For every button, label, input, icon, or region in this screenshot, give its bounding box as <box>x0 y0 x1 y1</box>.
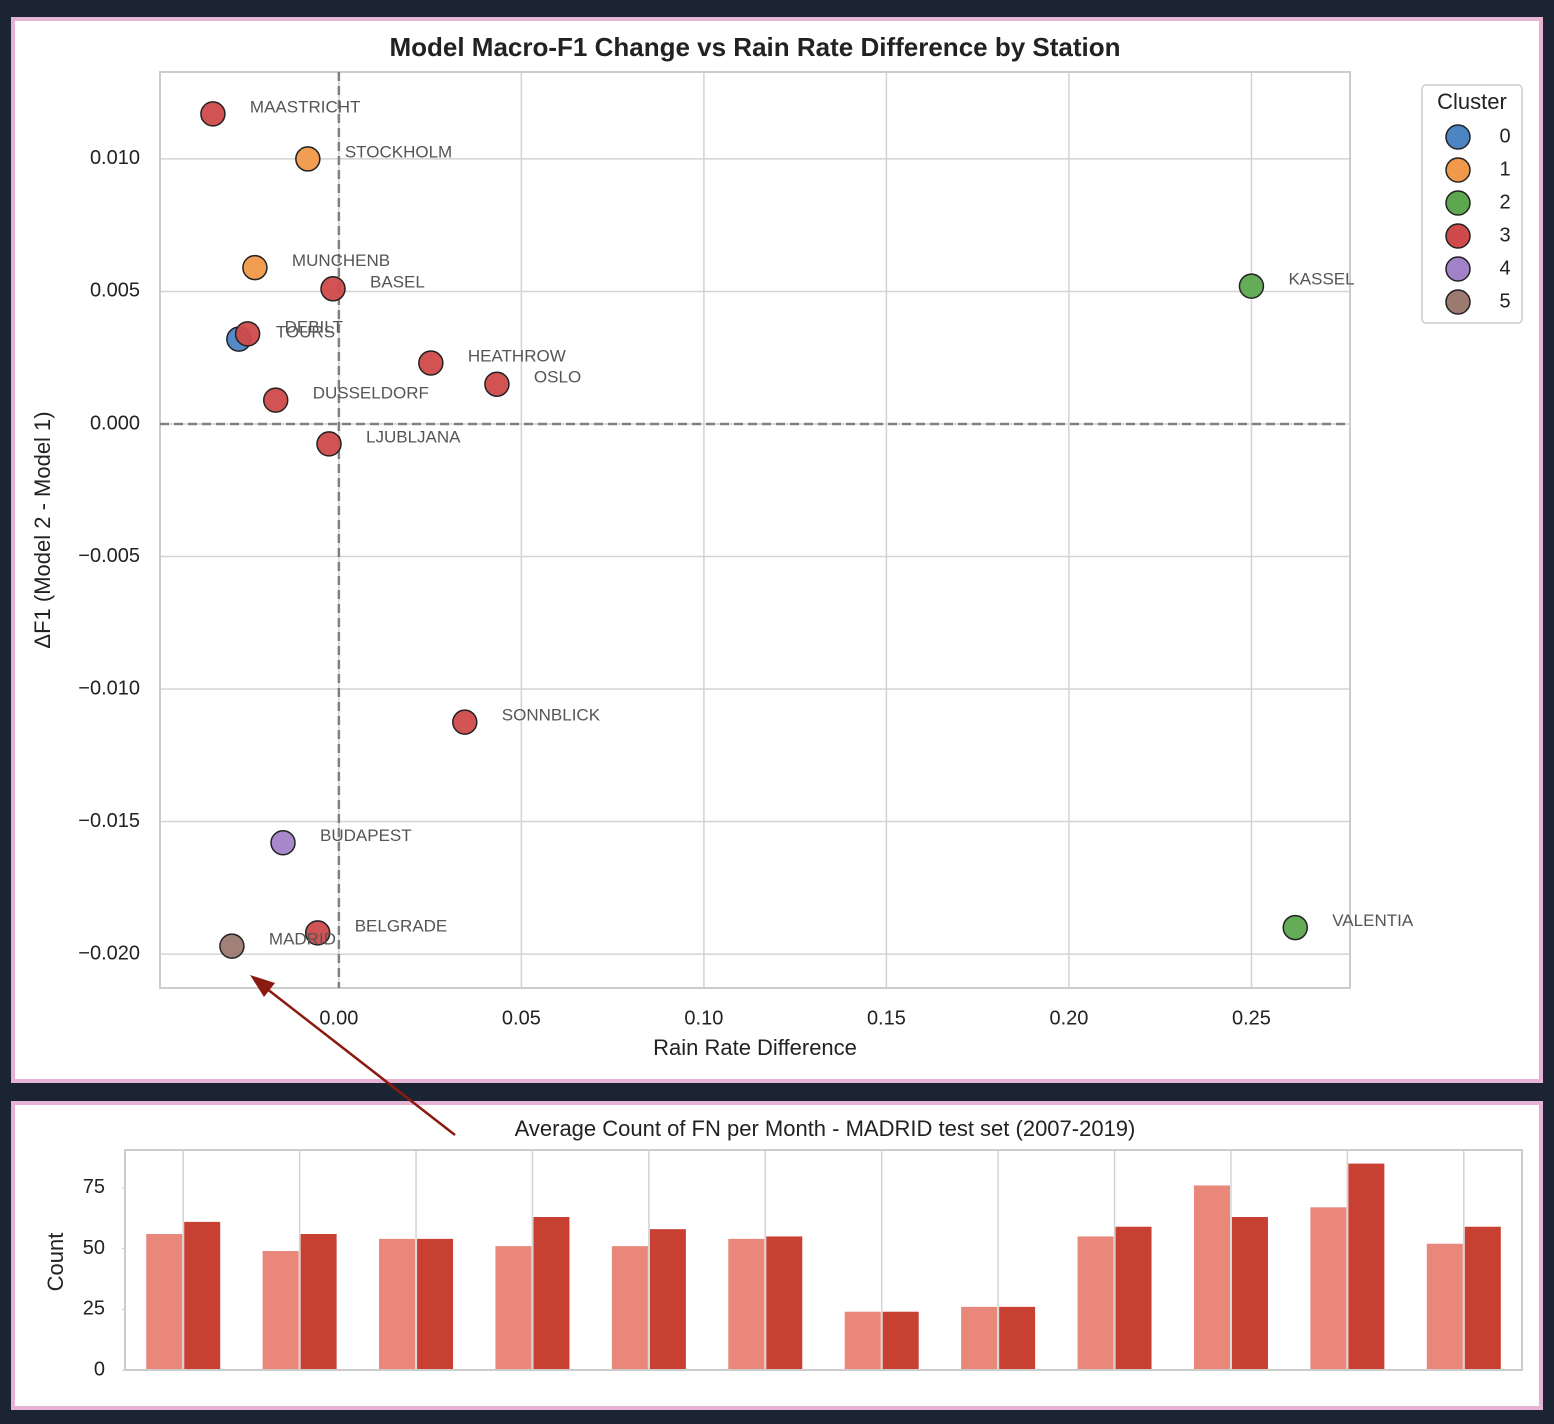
x-tick-label: 0.10 <box>684 1007 723 1029</box>
bar <box>495 1246 532 1370</box>
arrow-line <box>261 984 456 1136</box>
legend-label: 5 <box>1499 290 1510 312</box>
point-label: OSLO <box>534 368 581 387</box>
point <box>316 431 342 457</box>
bar-chart: 0 25 50 75 Average Count of FN per Month - M… <box>43 1116 1523 1424</box>
point <box>304 920 331 946</box>
scatter-chart: 0.00 0.05 0.10 0.15 0.20 0.25 0.010 0.005 0.000 −… <box>30 32 1523 1060</box>
bar <box>146 1234 183 1370</box>
arrow-head <box>250 975 275 997</box>
legend-marker <box>1445 289 1471 315</box>
y-axis-label: Count <box>43 1233 68 1292</box>
point-label: MUNCHENB <box>292 251 390 270</box>
point <box>1238 273 1265 299</box>
y-tick-label: 0.005 <box>90 280 140 302</box>
point-label: VALENTIA <box>1332 911 1414 930</box>
bar <box>533 1217 570 1370</box>
point-label: MAASTRICHT <box>250 97 361 116</box>
y-tick-label: −0.010 <box>78 677 140 699</box>
point <box>242 254 268 281</box>
bar <box>1464 1226 1501 1370</box>
bar <box>1193 1185 1230 1370</box>
bar <box>649 1229 686 1370</box>
legend-marker <box>1445 256 1471 282</box>
bar <box>417 1238 454 1370</box>
bar <box>844 1311 881 1370</box>
chart-title: Model Macro-F1 Change vs Rain Rate Diffe… <box>389 32 1120 62</box>
y-tick-label: 0.000 <box>90 412 140 434</box>
bar <box>1348 1163 1385 1370</box>
top-panel <box>11 17 1543 1083</box>
plot-frame <box>124 1149 1523 1371</box>
y-tick-label: −0.005 <box>78 545 140 567</box>
y-axis-label: ΔF1 (Model 2 - Model 1) <box>30 411 55 648</box>
bar <box>999 1306 1036 1370</box>
legend-marker <box>1445 190 1471 216</box>
x-tick-label: 0.05 <box>502 1007 541 1029</box>
point <box>219 933 245 959</box>
point <box>270 830 296 856</box>
bar <box>882 1311 919 1370</box>
bar <box>1115 1226 1152 1370</box>
y-tick-label: 0.010 <box>90 147 140 169</box>
point-label: KASSEL <box>1288 270 1354 289</box>
legend-label: 3 <box>1499 224 1510 246</box>
point <box>1282 914 1308 941</box>
point <box>320 276 346 302</box>
point-label: MADRID <box>269 930 336 949</box>
bar <box>262 1251 299 1370</box>
point-label: DEBILT <box>285 317 343 336</box>
x-axis-label: Rain Rate Difference <box>653 1035 857 1060</box>
point-label: HEATHROW <box>468 347 566 366</box>
y-tick-label: 25 <box>83 1298 105 1320</box>
bar <box>961 1306 998 1370</box>
bar <box>1310 1207 1347 1370</box>
y-tick-label: 50 <box>83 1237 105 1259</box>
point <box>234 321 261 347</box>
point <box>262 387 289 413</box>
bar <box>728 1238 765 1370</box>
point <box>200 101 226 127</box>
point-label: BUDAPEST <box>320 826 412 845</box>
point <box>295 146 321 172</box>
point <box>452 709 478 735</box>
y-tick-label: −0.020 <box>78 942 140 964</box>
legend-marker <box>1445 223 1471 249</box>
clipped-title: Average Count of FN per Month - MADRID t… <box>515 1406 1136 1424</box>
point-label: TOURS <box>276 323 335 342</box>
point-label: DUSSELDORF <box>313 384 429 403</box>
point <box>418 350 444 376</box>
legend-label: 0 <box>1499 125 1510 147</box>
bar <box>1077 1236 1114 1370</box>
point-label: LJUBLJANA <box>366 427 461 446</box>
legend-marker <box>1445 157 1471 183</box>
x-tick-label: 0.00 <box>319 1007 358 1029</box>
bar <box>379 1238 416 1370</box>
legend-title: Cluster <box>1437 89 1507 114</box>
plot-frame <box>159 71 1351 989</box>
y-tick-label: 0 <box>94 1358 105 1380</box>
bar <box>184 1221 221 1370</box>
y-tick-label: −0.015 <box>78 810 140 832</box>
point-label: STOCKHOLM <box>345 142 452 161</box>
bar <box>1231 1217 1268 1370</box>
chart-title: Average Count of FN per Month - MADRID t… <box>515 1116 1136 1141</box>
point-label: SONNBLICK <box>502 706 601 725</box>
legend-label: 4 <box>1499 257 1510 279</box>
bar <box>300 1234 337 1370</box>
point-label: BASEL <box>370 272 425 291</box>
bar <box>611 1246 648 1370</box>
legend-label: 2 <box>1499 191 1510 213</box>
legend-label: 1 <box>1499 158 1510 180</box>
bar <box>766 1236 803 1370</box>
point-label: BELGRADE <box>355 916 448 935</box>
point <box>484 371 510 397</box>
x-tick-label: 0.25 <box>1232 1007 1271 1029</box>
legend-marker <box>1445 124 1471 150</box>
x-tick-label: 0.20 <box>1049 1007 1088 1029</box>
y-tick-label: 75 <box>83 1176 105 1198</box>
x-tick-label: 0.15 <box>867 1007 906 1029</box>
bar <box>1426 1243 1463 1370</box>
